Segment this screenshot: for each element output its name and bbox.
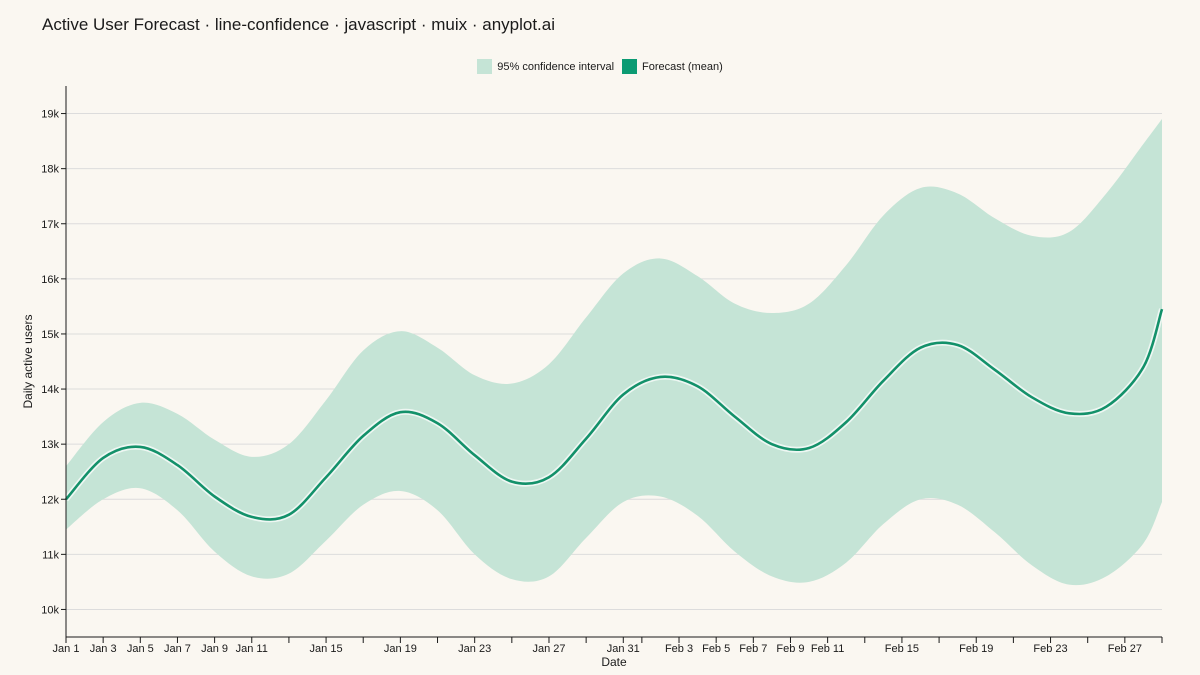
x-tick-label: Jan 31 <box>607 643 640 655</box>
legend-item-forecast[interactable]: Forecast (mean) <box>622 59 723 74</box>
x-tick-label: Feb 7 <box>739 643 767 655</box>
x-tick-label: Feb 27 <box>1108 643 1142 655</box>
legend-swatch-confidence <box>477 59 493 74</box>
y-axis-title: Daily active users <box>21 314 35 408</box>
x-tick-label: Feb 5 <box>702 643 730 655</box>
legend-label-forecast: Forecast (mean) <box>642 60 723 73</box>
x-tick-label: Jan 15 <box>310 643 343 655</box>
x-tick-label: Jan 1 <box>53 643 80 655</box>
chart-title: Active User Forecast · line-confidence ·… <box>42 15 556 34</box>
y-tick-label: 13k <box>41 439 59 451</box>
x-tick-label: Feb 9 <box>776 643 804 655</box>
y-tick-label: 16k <box>41 274 59 286</box>
legend: 95% confidence interval Forecast (mean) <box>0 59 1200 74</box>
confidence-band <box>66 119 1162 586</box>
legend-swatch-forecast <box>622 59 638 74</box>
x-tick-label: Feb 3 <box>665 643 693 655</box>
x-tick-label: Feb 19 <box>959 643 993 655</box>
x-tick-label: Jan 5 <box>127 643 154 655</box>
legend-label-confidence: 95% confidence interval <box>497 60 615 73</box>
x-tick-label: Feb 11 <box>811 643 844 655</box>
y-tick-label: 17k <box>41 219 59 231</box>
legend-item-confidence[interactable]: 95% confidence interval <box>477 59 614 74</box>
x-tick-label: Jan 23 <box>458 643 491 655</box>
x-tick-label: Jan 11 <box>236 643 268 655</box>
y-tick-label: 10k <box>41 604 59 616</box>
y-tick-label: 12k <box>41 494 59 506</box>
x-tick-label: Feb 23 <box>1033 643 1067 655</box>
x-tick-label: Jan 27 <box>532 643 565 655</box>
x-tick-label: Jan 7 <box>164 643 191 655</box>
y-tick-label: 15k <box>41 329 59 341</box>
y-tick-label: 18k <box>41 164 59 176</box>
y-tick-label: 11k <box>42 549 59 561</box>
x-tick-label: Jan 3 <box>90 643 117 655</box>
x-tick-label: Feb 15 <box>885 643 919 655</box>
x-axis-title: Date <box>601 655 627 669</box>
x-tick-label: Jan 19 <box>384 643 417 655</box>
y-tick-label: 14k <box>41 384 59 396</box>
x-tick-label: Jan 9 <box>201 643 228 655</box>
axes: 10k 11k 12k 13k 14k 15k 16k 17k 18k 19k Jan 1 Jan 3… <box>41 86 1163 655</box>
y-tick-label: 19k <box>41 109 59 121</box>
forecast-line <box>65 308 1164 521</box>
